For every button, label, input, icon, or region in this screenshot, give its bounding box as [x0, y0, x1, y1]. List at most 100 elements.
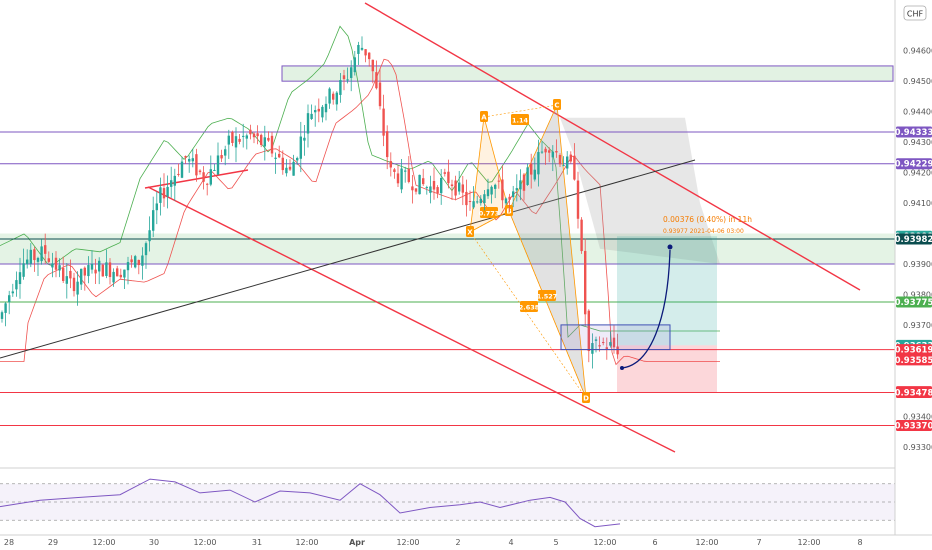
candle-body — [184, 155, 187, 158]
candle-body — [432, 180, 436, 190]
harmonic-xd — [469, 231, 587, 399]
candle-body — [357, 44, 360, 54]
candle-body — [299, 136, 302, 159]
candle-body — [422, 178, 425, 185]
candle-body — [198, 170, 202, 173]
candle-body — [609, 342, 612, 346]
candle-body — [404, 170, 407, 172]
price-tag-label: 0.93982 — [895, 235, 932, 245]
candle-body — [612, 337, 616, 348]
candle-body — [317, 108, 320, 112]
candle-body — [533, 169, 536, 180]
ichimoku-cloud — [0, 25, 720, 366]
candle-body — [76, 281, 79, 295]
rsi-line — [0, 478, 621, 528]
x-tick-label: 12:00 — [797, 538, 820, 547]
candle-body — [443, 172, 446, 174]
x-tick-label: 6 — [652, 538, 657, 547]
candle-body — [224, 149, 227, 156]
candle-body — [173, 175, 176, 186]
candles — [0, 36, 619, 369]
candle-body — [605, 347, 608, 349]
candle-body — [573, 155, 576, 180]
candle-body — [234, 136, 238, 148]
projection-arrow-tail — [620, 366, 624, 370]
candle-body — [98, 260, 101, 272]
horizontal-levels — [0, 131, 895, 426]
candle-body — [29, 249, 32, 264]
candle-body — [512, 191, 515, 198]
candle-body — [162, 188, 166, 199]
candle-body — [263, 137, 266, 147]
supply-zone — [281, 65, 894, 82]
harmonic-point-badge — [553, 99, 561, 110]
candle-body — [414, 188, 418, 192]
candle-body — [144, 243, 148, 256]
x-tick-label: 12:00 — [593, 538, 616, 547]
harmonic-point-label: X — [467, 229, 473, 237]
harmonic-ratio-label: 0.773 — [479, 210, 500, 218]
harmonic-point-badge — [466, 226, 474, 237]
price-tag — [896, 233, 932, 245]
candle-body — [249, 129, 252, 135]
price-tag-label: 0.94333 — [895, 128, 932, 138]
candle-body — [332, 93, 335, 100]
projection-text: 0.00376 (0.40%) in 11h — [663, 215, 752, 224]
candle-body — [296, 157, 299, 161]
candle-body — [202, 172, 205, 182]
price-tag — [896, 419, 932, 431]
candle-body — [346, 79, 349, 81]
price-tag — [896, 158, 932, 170]
candle-body — [447, 171, 450, 184]
candle-body — [458, 182, 461, 192]
candle-body — [65, 276, 68, 284]
candle-body — [411, 186, 414, 191]
candle-body — [227, 135, 230, 145]
x-tick-label: 12:00 — [695, 538, 718, 547]
candle-body — [15, 280, 18, 290]
candle-body — [44, 245, 47, 254]
candle-body — [11, 291, 14, 294]
candle-body — [26, 259, 29, 265]
x-tick-label: 12:00 — [92, 538, 115, 547]
harmonic-point-label: A — [481, 114, 487, 122]
harmonic-xb — [469, 210, 510, 233]
price-tag-label: 0.94229 — [895, 160, 932, 170]
candle-body — [101, 264, 104, 277]
candle-body — [350, 67, 353, 78]
candle-body — [494, 184, 497, 189]
candle-body — [497, 180, 500, 182]
candle-body — [544, 148, 547, 153]
candle-body — [281, 157, 284, 171]
x-tick-label: 7 — [756, 538, 761, 547]
candle-body — [303, 137, 306, 141]
x-tick-label: 8 — [857, 538, 862, 547]
price-tag — [896, 296, 932, 308]
candle-body — [594, 339, 598, 341]
stop-zone — [617, 345, 717, 393]
candle-body — [314, 110, 317, 113]
candle-body — [371, 59, 374, 72]
harmonic-point-label: D — [583, 395, 589, 403]
candle-body — [216, 155, 220, 175]
price-axis-bg — [895, 0, 932, 550]
candle-body — [537, 152, 540, 175]
harmonic-ratio-label: 2.638 — [519, 304, 540, 312]
zones-layer — [0, 65, 895, 264]
candle-body — [220, 155, 223, 159]
candle-body — [519, 180, 522, 190]
harmonic-point-badge — [582, 392, 590, 403]
candle-body — [598, 345, 601, 347]
harmonic-xab — [469, 116, 510, 233]
candle-body — [80, 268, 83, 285]
candle-body — [321, 106, 324, 118]
candle-body — [206, 183, 209, 185]
candle-body — [378, 82, 382, 107]
candle-body — [116, 268, 119, 277]
